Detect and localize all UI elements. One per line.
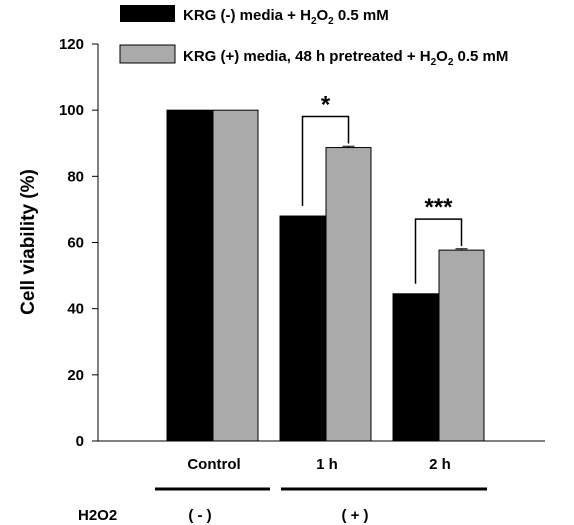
y-tick-label: 80	[67, 168, 84, 185]
significance-label: *	[321, 92, 331, 119]
significance-bracket	[301, 115, 350, 207]
y-tick-label: 40	[67, 301, 84, 318]
x-category-label: 1 h	[316, 456, 338, 473]
legend-label-series-2: KRG (+) media, 48 h pretreated + H2O2 0.…	[183, 48, 508, 68]
bar-series-2-2	[325, 147, 372, 442]
significance-label: ***	[424, 194, 453, 221]
y-tick-label: 0	[76, 433, 84, 450]
condition-row: H2O2 ( - ) ( + )	[78, 487, 487, 524]
bar-series-1-3	[392, 293, 439, 442]
y-axis-title: Cell viability (%)	[18, 169, 39, 315]
significance-bracket	[414, 218, 463, 284]
condition-group-positive: ( + )	[341, 507, 368, 524]
y-tick-label: 60	[67, 235, 84, 252]
bar-series-1-2	[279, 215, 326, 442]
condition-label: H2O2	[78, 507, 117, 524]
category-labels: Control 1 h 2 h	[187, 456, 451, 473]
error-bars	[342, 145, 468, 251]
x-category-label: 2 h	[429, 456, 451, 473]
y-ticks: 0 20 40 60 80 100 120	[59, 36, 98, 450]
x-category-label: Control	[187, 456, 240, 473]
significance-brackets: ****	[301, 92, 463, 284]
y-tick-label: 20	[67, 367, 84, 384]
bar-series-2-1	[212, 109, 259, 442]
bars	[166, 109, 485, 442]
y-tick-label: 100	[59, 102, 84, 119]
condition-group-negative: ( - )	[188, 507, 211, 524]
legend: KRG (-) media + H2O2 0.5 mM KRG (+) medi…	[119, 5, 508, 68]
legend-swatch-series-2	[119, 44, 176, 64]
bar-series-2-3	[438, 249, 485, 442]
legend-swatch-series-1	[120, 5, 175, 22]
legend-label-series-1: KRG (-) media + H2O2 0.5 mM	[183, 7, 389, 27]
bar-series-1-1	[166, 109, 213, 442]
y-tick-label: 120	[59, 36, 84, 53]
